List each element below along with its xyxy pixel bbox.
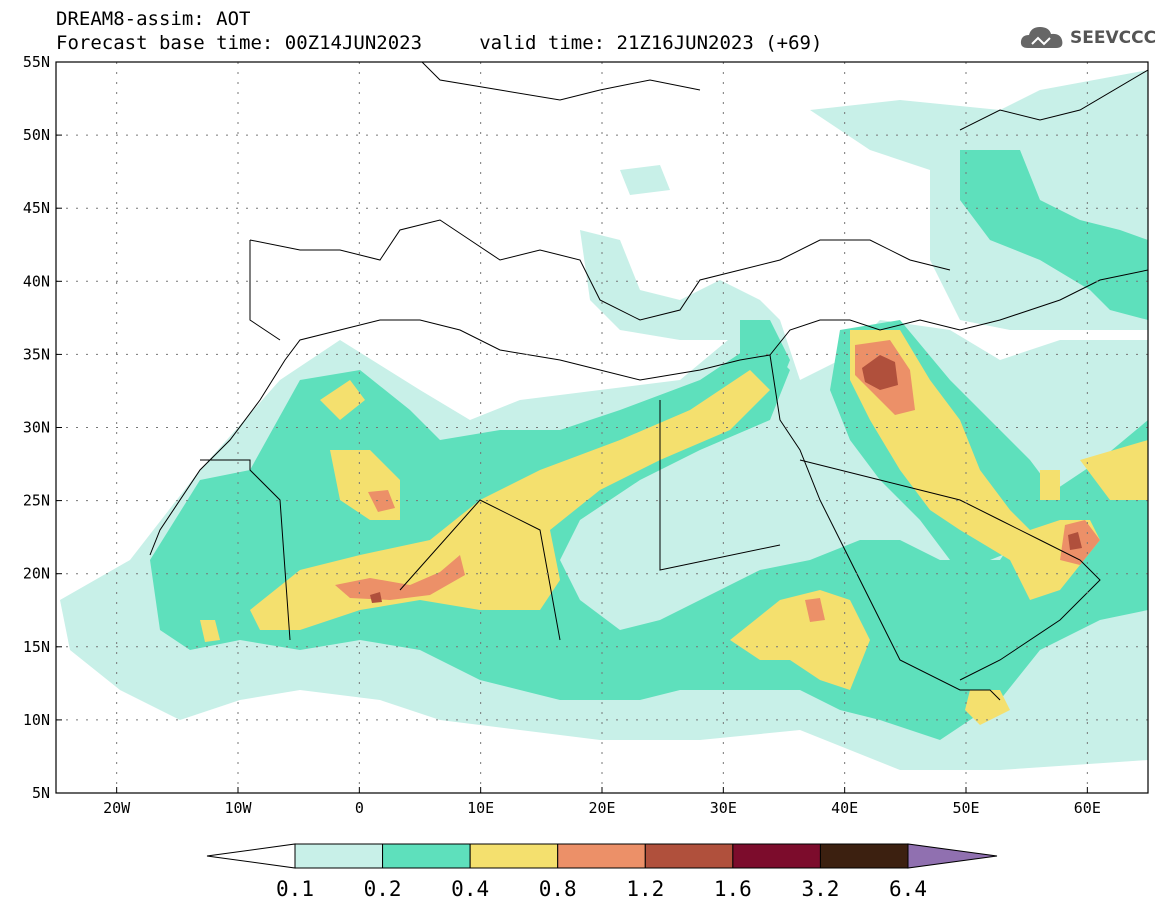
lat-tick-label: 35N xyxy=(23,345,50,363)
seevccc-logo: SEEVCCC xyxy=(1018,22,1158,58)
latitude-labels: 55N 50N 45N 40N 35N 30N 25N 20N 15N 10N 5N xyxy=(23,53,62,802)
lat-tick-label: 55N xyxy=(23,53,50,71)
lat-tick-label: 30N xyxy=(23,419,50,437)
colorbar-box xyxy=(294,843,384,869)
lat-tick-label: 45N xyxy=(23,199,50,217)
colorbar-over-triangle xyxy=(907,843,998,869)
lon-tick-label: 20W xyxy=(103,799,131,817)
forecast-time-line: Forecast base time: 00Z14JUN2023 valid t… xyxy=(56,32,823,54)
aot-field xyxy=(60,62,1148,770)
colorbar-box xyxy=(644,843,734,869)
lon-tick-label: 60E xyxy=(1074,799,1101,817)
colorbar-level-label: 3.2 xyxy=(801,877,839,901)
colorbar-level-label: 1.6 xyxy=(714,877,752,901)
map-title: DREAM8-assim: AOT xyxy=(56,8,251,30)
lon-tick-label: 10E xyxy=(467,799,494,817)
lon-tick-label: 50E xyxy=(952,799,979,817)
colorbar-box xyxy=(557,843,646,869)
map-grid xyxy=(56,62,1148,793)
coastlines xyxy=(149,62,1148,701)
colorbar-box xyxy=(819,843,909,869)
lon-tick-label: 0 xyxy=(355,799,364,817)
lon-tick-label: 20E xyxy=(588,799,615,817)
colorbar-level-label: 0.4 xyxy=(451,877,489,901)
lat-tick-label: 25N xyxy=(23,492,50,510)
colorbar-level-label: 0.8 xyxy=(539,877,577,901)
colorbar-under-triangle xyxy=(206,843,296,869)
colorbar-level-label: 0.1 xyxy=(276,877,314,901)
lon-tick-label: 10W xyxy=(224,799,252,817)
colorbar-box xyxy=(469,843,559,869)
lat-tick-label: 15N xyxy=(23,638,50,656)
lat-tick-label: 5N xyxy=(32,784,50,802)
colorbar-level-label: 0.2 xyxy=(364,877,402,901)
logo-text: SEEVCCC xyxy=(1070,28,1157,48)
lat-tick-label: 10N xyxy=(23,711,50,729)
colorbar-box xyxy=(382,843,471,869)
colorbar: 0.1 0.2 0.4 0.8 1.2 1.6 3.2 6.4 xyxy=(206,843,998,901)
colorbar-level-label: 1.2 xyxy=(626,877,664,901)
aot-level-1.2 xyxy=(370,355,1082,603)
lat-tick-label: 20N xyxy=(23,565,50,583)
lat-tick-label: 40N xyxy=(23,272,50,290)
cloud-icon xyxy=(1020,27,1063,48)
colorbar-level-label: 6.4 xyxy=(889,877,927,901)
lon-tick-label: 30E xyxy=(710,799,737,817)
colorbar-box xyxy=(732,843,821,869)
longitude-labels: 20W 10W 0 10E 20E 30E 40E 50E 60E xyxy=(103,787,1101,817)
lat-tick-label: 50N xyxy=(23,126,50,144)
lon-tick-label: 40E xyxy=(831,799,858,817)
